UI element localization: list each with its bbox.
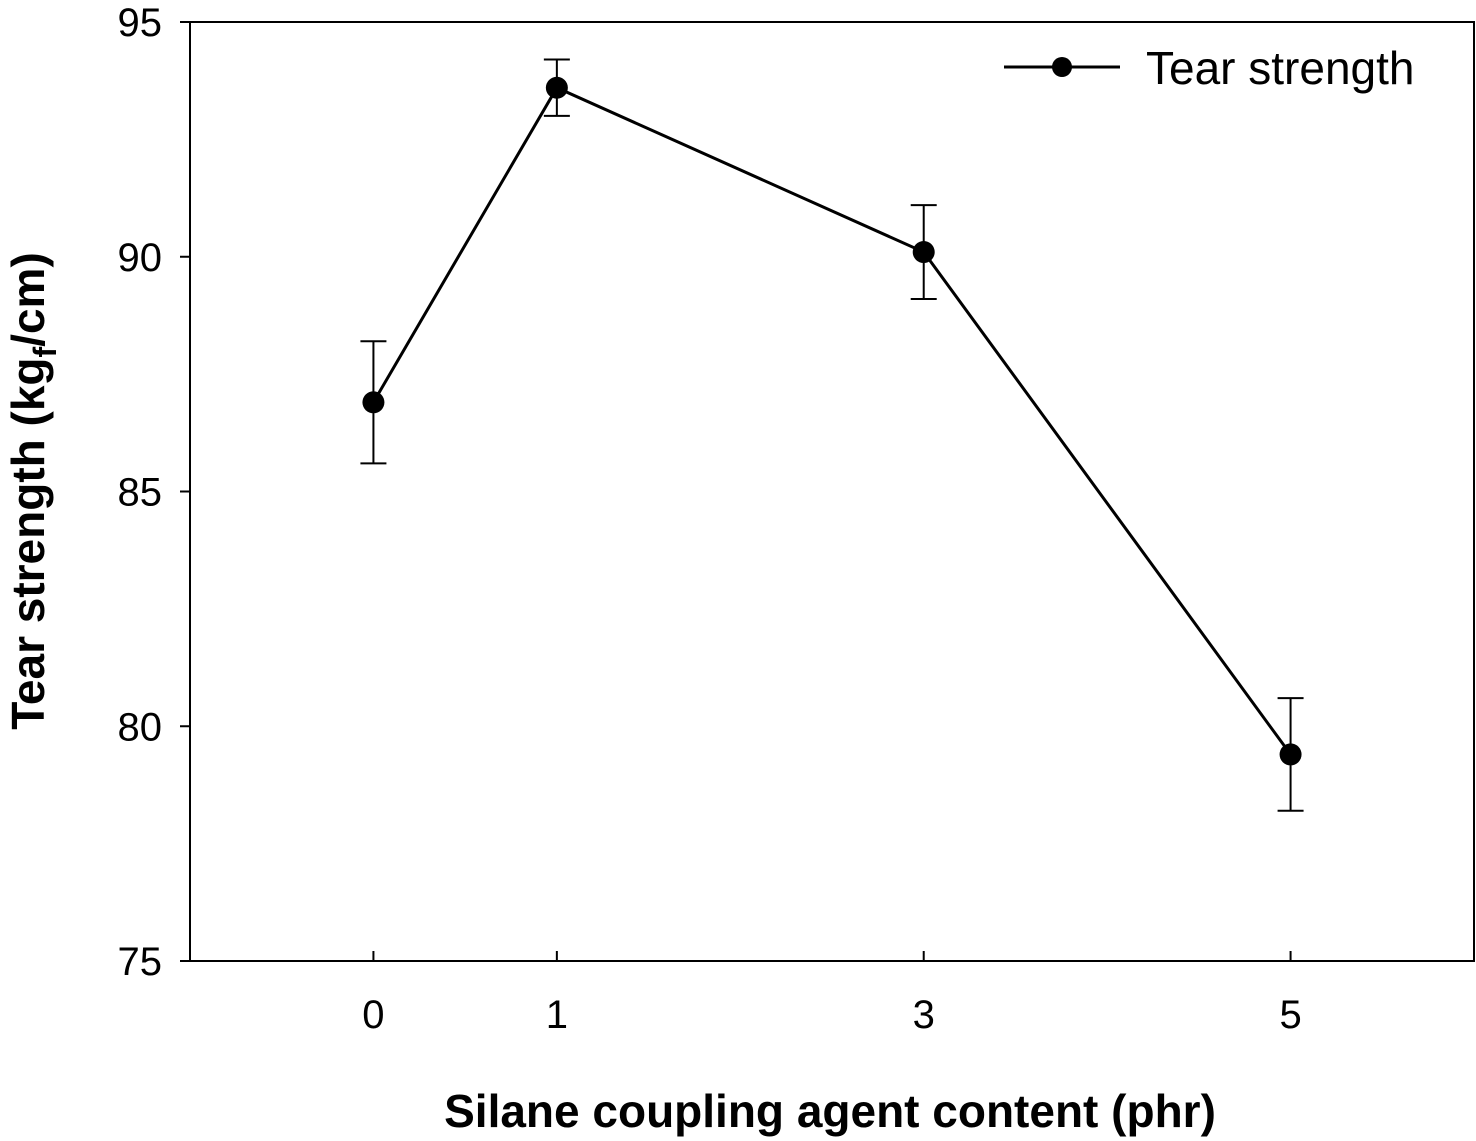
legend: Tear strength — [1004, 42, 1414, 94]
y-tick-label: 80 — [118, 705, 163, 749]
data-point — [1279, 743, 1302, 766]
x-axis-title: Silane coupling agent content (phr) — [444, 1085, 1216, 1137]
y-tick-label: 85 — [118, 471, 163, 515]
x-tick-label: 1 — [546, 993, 568, 1037]
data-point — [362, 391, 385, 414]
y-axis-ticks: 75 80 85 90 95 — [118, 1, 190, 984]
y-axis-title: Tear strength (kgf/cm) — [2, 252, 63, 730]
y-axis-title-subscript: f — [27, 346, 63, 357]
y-tick-label: 95 — [118, 1, 163, 45]
series-layer — [360, 58, 1304, 812]
data-point — [545, 76, 568, 99]
legend-marker — [1052, 57, 1072, 77]
data-point — [912, 241, 935, 264]
plot-frame — [189, 21, 1475, 962]
series-line — [372, 85, 1292, 756]
y-axis-title-main: Tear strength (kg — [2, 357, 54, 729]
y-axis-title-suffix: /cm) — [2, 252, 54, 347]
x-tick-label: 3 — [913, 993, 935, 1037]
x-axis-ticks: 0 1 3 5 — [362, 951, 1302, 1037]
y-tick-label: 90 — [118, 236, 163, 280]
y-tick-label: 75 — [118, 940, 163, 984]
x-tick-label: 5 — [1279, 993, 1301, 1037]
legend-label: Tear strength — [1146, 42, 1414, 94]
x-tick-label: 0 — [362, 993, 384, 1037]
